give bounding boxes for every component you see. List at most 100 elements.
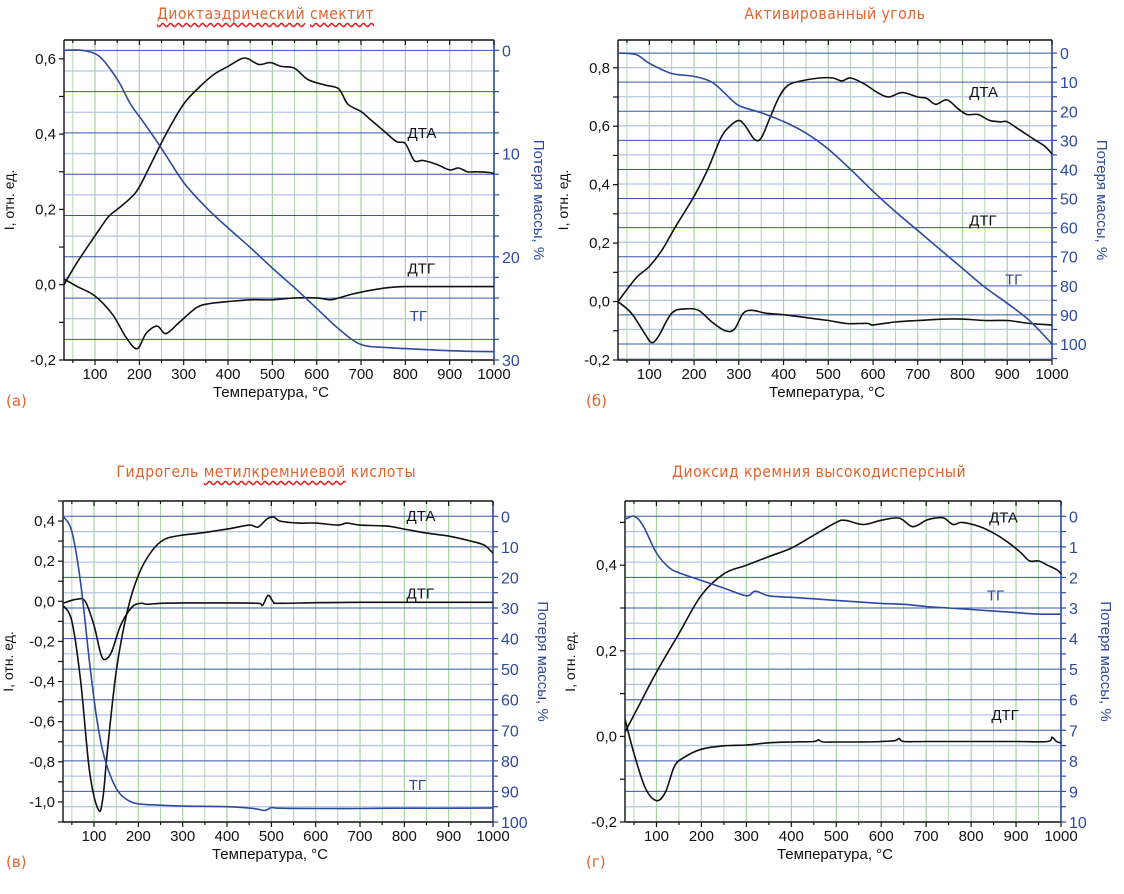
x-tick-label: 600 xyxy=(304,366,329,383)
x-tick-label: 100 xyxy=(82,828,107,845)
y2-tick-label: 10 xyxy=(502,147,520,164)
y2-tick-label: 50 xyxy=(501,662,519,679)
y-tick-label: 0,2 xyxy=(589,235,610,252)
y-axis-label: I, отн. ед. xyxy=(1,170,17,231)
y2-tick-label: 0 xyxy=(502,43,511,60)
y2-axis-label: Потеря массы, % xyxy=(1097,601,1114,721)
y2-tick-label: 30 xyxy=(501,601,519,618)
y-axis-label: I, отн. ед. xyxy=(555,170,571,231)
y-tick-label: -0,8 xyxy=(29,754,55,771)
chart-title: Диоксид кремния высокодисперсный xyxy=(672,462,966,481)
x-tick-label: 1000 xyxy=(1035,366,1068,383)
series-line-dtg xyxy=(624,719,1062,802)
y2-tick-label: 90 xyxy=(501,784,519,801)
grid xyxy=(625,501,1062,823)
series-label-dtg: ДТГ xyxy=(408,260,435,277)
x-tick-label: 600 xyxy=(303,828,328,845)
x-tick-label: 900 xyxy=(1004,828,1029,845)
y-tick-label: 0,6 xyxy=(35,51,56,68)
y-ticks-right: 0 10 20 30 40 50 60 70 80 90 100 xyxy=(1052,46,1087,360)
y-ticks-right: 0 1 2 3 4 5 6 7 8 9 10 xyxy=(1061,509,1087,832)
x-tick-label: 1000 xyxy=(476,828,509,845)
y2-tick-label: 20 xyxy=(1060,104,1078,121)
y2-tick-label: 0 xyxy=(501,509,510,526)
title-part: Гидрогель xyxy=(116,462,204,481)
panel-label: (б) xyxy=(586,392,607,410)
y-tick-label: -0,2 xyxy=(584,352,610,369)
series-line-dtg xyxy=(62,594,493,661)
x-tick-label: 300 xyxy=(734,828,759,845)
chart-svg: 100 200 300 400 500 600 700 800 900 1000Температу… xyxy=(555,39,1110,401)
y2-tick-label: 100 xyxy=(1060,337,1087,354)
x-tick-label: 800 xyxy=(392,828,417,845)
y-ticks-left: -1,0 -0,8 -0,6 -0,4 -0,2 0,0 0,2 0,4 xyxy=(29,500,63,823)
y-ticks-left: -0,2 0,0 0,2 0,4 xyxy=(591,521,625,831)
x-tick-label: 200 xyxy=(126,828,151,845)
x-axis-label: Температура, °С xyxy=(777,846,893,863)
x-tick-label: 700 xyxy=(347,828,372,845)
x-tick-label: 400 xyxy=(779,828,804,845)
x-tick-label: 500 xyxy=(259,828,284,845)
y2-tick-label: 0 xyxy=(1060,46,1069,63)
x-ticks: 100 200 300 400 500 600 700 800 900 1000 xyxy=(71,501,510,845)
x-ticks: 100 200 300 400 500 600 700 800 900 1000 xyxy=(72,40,511,383)
y2-tick-label: 100 xyxy=(501,815,528,832)
series-label-dta: ДТА xyxy=(408,125,437,142)
y-ticks-left: -0,2 0,0 0,2 0,4 0,6 0,8 xyxy=(584,60,618,369)
y2-tick-label: 80 xyxy=(1060,279,1078,296)
y2-tick-label: 30 xyxy=(502,353,520,370)
y2-tick-label: 1 xyxy=(1069,540,1078,557)
x-ticks: 100 200 300 400 500 600 700 800 900 1000 xyxy=(626,40,1069,383)
y-tick-label: 0,2 xyxy=(596,643,617,660)
series-label-tg: ТГ xyxy=(410,308,427,325)
x-tick-label: 300 xyxy=(170,828,195,845)
y2-tick-label: 50 xyxy=(1060,192,1078,209)
series-label-tg: ТГ xyxy=(409,777,426,794)
series-label-tg: ТГ xyxy=(987,587,1004,604)
y2-tick-label: 60 xyxy=(501,693,519,710)
y-axis-label: I, отн. ед. xyxy=(0,631,16,692)
y-ticks-right: 0 10 20 30 xyxy=(494,43,520,370)
y2-tick-label: 10 xyxy=(1069,815,1087,832)
title-part: Активированный уголь xyxy=(744,4,926,23)
title-part: Диоксид кремния высокодисперсный xyxy=(672,462,967,481)
y2-tick-label: 70 xyxy=(501,723,519,740)
x-tick-label: 900 xyxy=(995,366,1020,383)
x-ticks: 100 200 300 400 500 600 700 800 900 1000 xyxy=(633,501,1078,845)
x-tick-label: 900 xyxy=(436,828,461,845)
series-label-dta: ДТА xyxy=(407,508,436,525)
y-tick-label: 0,8 xyxy=(589,60,610,77)
x-tick-label: 300 xyxy=(726,366,751,383)
y2-tick-label: 10 xyxy=(501,540,519,557)
series-line-tg xyxy=(617,52,1053,345)
x-tick-label: 800 xyxy=(950,366,975,383)
title-part: смектит xyxy=(309,4,375,23)
y-axis-label: I, отн. ед. xyxy=(562,631,578,692)
y2-tick-label: 90 xyxy=(1060,308,1078,325)
y-tick-label: -0,2 xyxy=(30,352,56,369)
y-tick-label: 0,0 xyxy=(596,728,617,745)
y2-tick-label: 7 xyxy=(1069,723,1078,740)
series-line-dta xyxy=(63,57,495,286)
x-tick-label: 900 xyxy=(437,366,462,383)
chart-svg: 100 200 300 400 500 600 700 800 900 1000Температу… xyxy=(0,500,551,863)
x-tick-label: 100 xyxy=(637,366,662,383)
y-tick-label: -0,2 xyxy=(29,633,55,650)
y2-tick-label: 8 xyxy=(1069,754,1078,771)
series-label-tg: ТГ xyxy=(1005,271,1022,288)
series-line-dtg xyxy=(63,278,494,350)
x-tick-label: 600 xyxy=(869,828,894,845)
series-label-dtg: ДТГ xyxy=(407,585,434,602)
series-line-tg xyxy=(63,49,495,353)
title-part: Диоктаэдрический xyxy=(156,4,306,23)
y2-tick-label: 5 xyxy=(1069,662,1078,679)
y2-tick-label: 30 xyxy=(1060,133,1078,150)
y2-tick-label: 3 xyxy=(1069,601,1078,618)
x-tick-label: 200 xyxy=(682,366,707,383)
y2-tick-label: 40 xyxy=(501,632,519,649)
y-tick-label: 0,4 xyxy=(589,177,610,194)
y2-tick-label: 70 xyxy=(1060,250,1078,267)
x-axis-label: Температура, °С xyxy=(212,846,328,863)
y2-tick-label: 40 xyxy=(1060,162,1078,179)
x-tick-label: 500 xyxy=(824,828,849,845)
